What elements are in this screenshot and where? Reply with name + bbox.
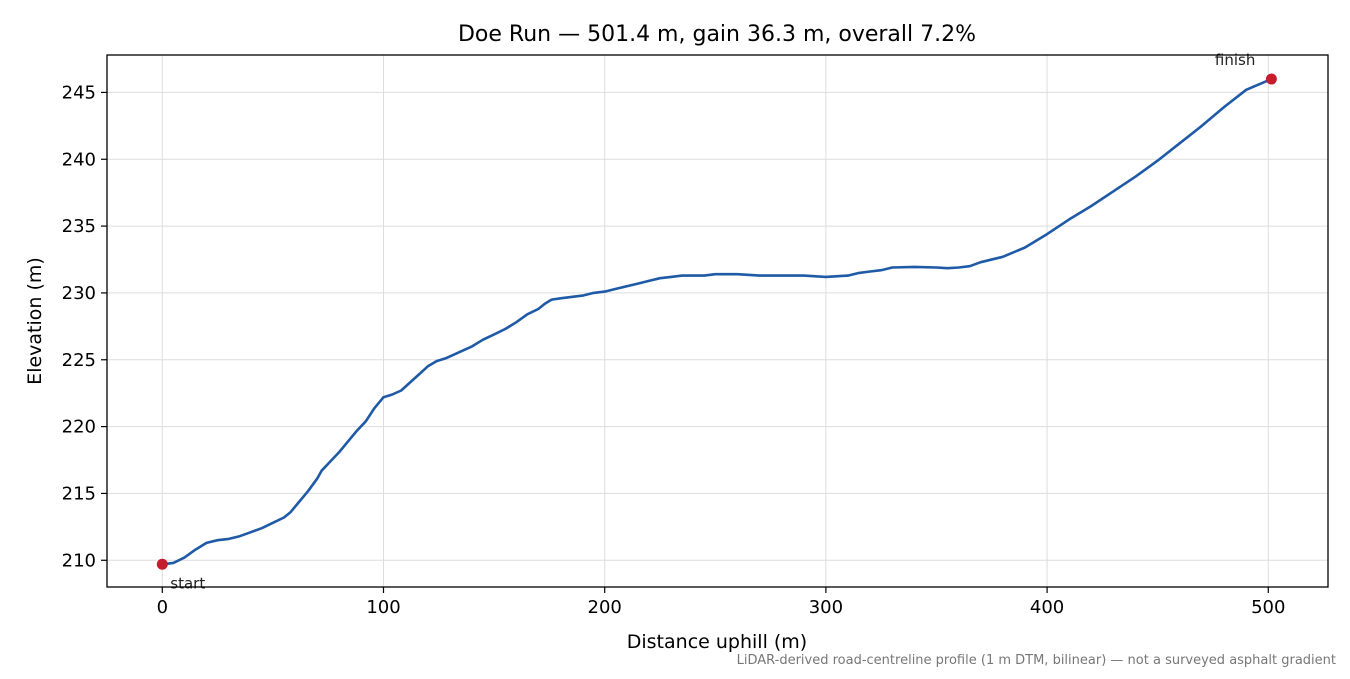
annotation-start: start: [170, 574, 205, 592]
x-axis: 0 100 200 300 400 500: [157, 587, 1285, 618]
y-axis: 210 215 220 225 230 235 240 245: [62, 82, 107, 571]
x-tick-label: 300: [809, 597, 843, 618]
annotation-finish: finish: [1215, 51, 1255, 69]
x-tick-label: 100: [366, 597, 400, 618]
y-tick-label: 245: [62, 82, 96, 103]
footnote: LiDAR-derived road-centreline profile (1…: [737, 653, 1336, 668]
y-tick-label: 240: [62, 149, 96, 170]
x-axis-label: Distance uphill (m): [627, 631, 807, 653]
x-tick-label: 400: [1030, 597, 1064, 618]
y-axis-label: Elevation (m): [24, 257, 46, 385]
markers: start finish: [156, 51, 1277, 592]
y-tick-label: 230: [62, 283, 96, 304]
y-tick-label: 215: [62, 483, 96, 504]
grid: [107, 55, 1328, 587]
y-tick-label: 225: [62, 350, 96, 371]
marker-finish: [1265, 73, 1277, 85]
x-tick-label: 0: [157, 597, 168, 618]
series-line: [162, 77, 1272, 566]
y-tick-label: 210: [62, 550, 96, 571]
y-tick-label: 235: [62, 216, 96, 237]
chart-title: Doe Run — 501.4 m, gain 36.3 m, overall …: [458, 22, 976, 47]
y-tick-label: 220: [62, 417, 96, 438]
plot-frame: [106, 54, 1329, 588]
x-tick-label: 200: [588, 597, 622, 618]
x-tick-label: 500: [1251, 597, 1285, 618]
marker-start: [156, 558, 168, 570]
